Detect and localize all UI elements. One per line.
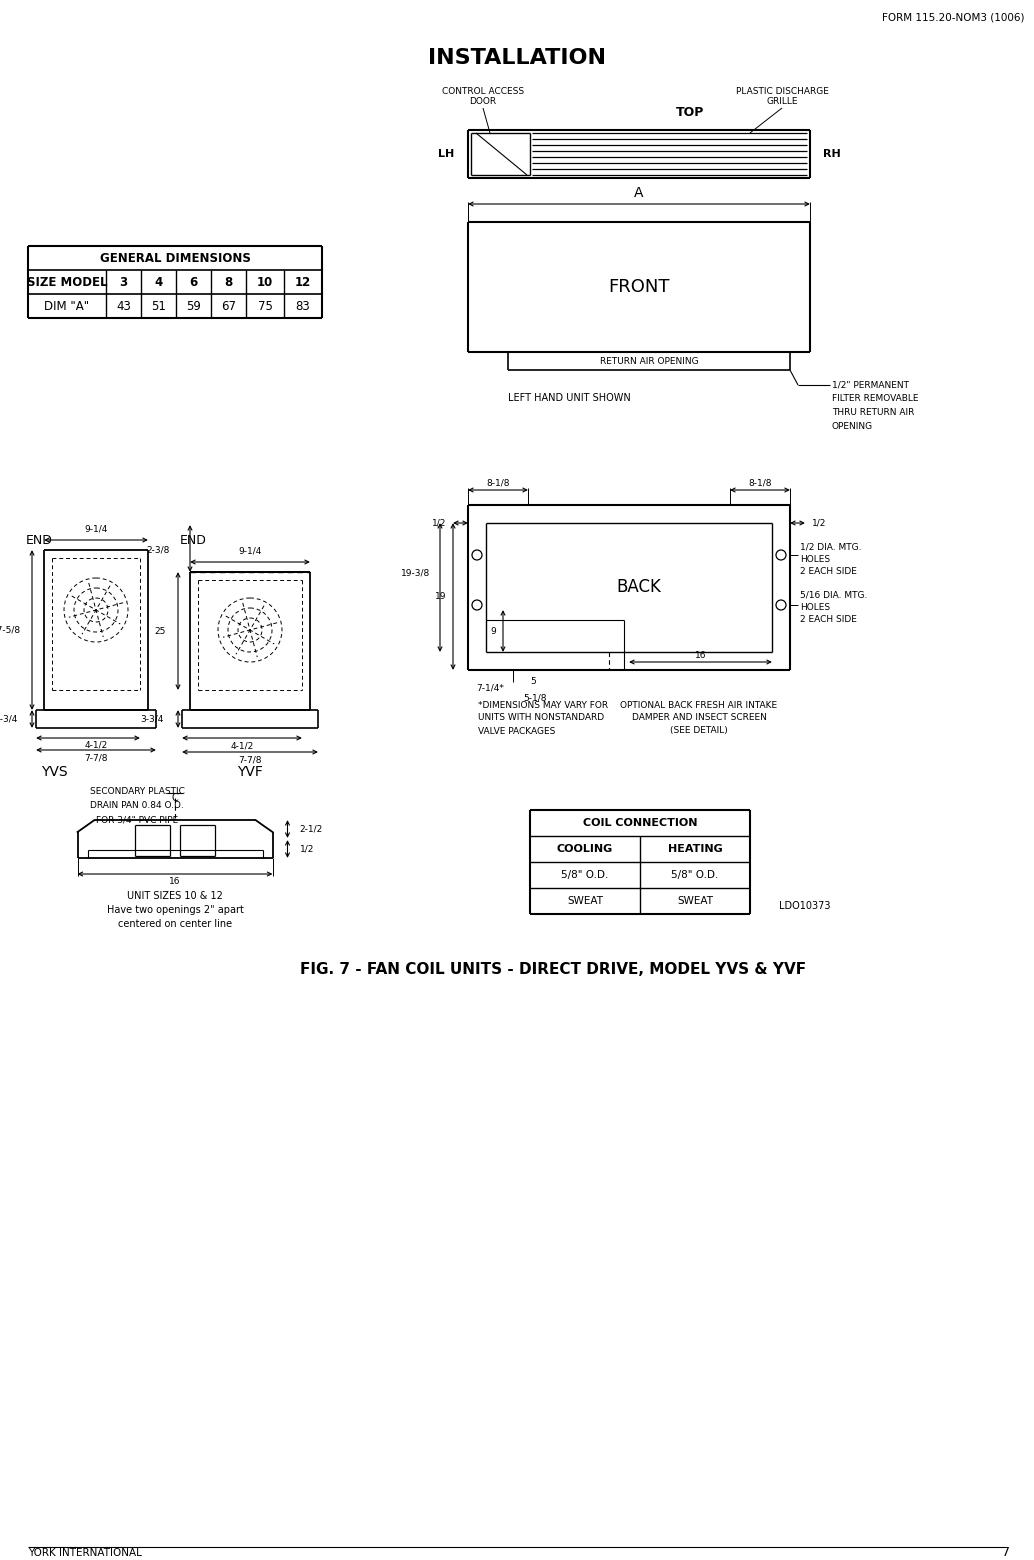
Text: DAMPER AND INSECT SCREEN: DAMPER AND INSECT SCREEN xyxy=(632,713,766,722)
Text: HEATING: HEATING xyxy=(668,844,723,853)
Text: 1/2 DIA. MTG.: 1/2 DIA. MTG. xyxy=(800,543,861,552)
Text: OPTIONAL BACK FRESH AIR INTAKE: OPTIONAL BACK FRESH AIR INTAKE xyxy=(620,700,778,710)
Text: END: END xyxy=(26,534,53,546)
Text: 75: 75 xyxy=(257,300,272,312)
Text: YORK INTERNATIONAL: YORK INTERNATIONAL xyxy=(28,1548,142,1558)
Text: 9-1/4: 9-1/4 xyxy=(85,526,108,534)
Text: 7-1/4*: 7-1/4* xyxy=(476,683,504,693)
Text: 5/8" O.D.: 5/8" O.D. xyxy=(561,870,609,880)
Text: 7: 7 xyxy=(1002,1546,1010,1560)
Text: 2 EACH SIDE: 2 EACH SIDE xyxy=(800,566,857,576)
Text: SWEAT: SWEAT xyxy=(567,895,603,906)
Text: (SEE DETAIL): (SEE DETAIL) xyxy=(670,727,728,735)
Text: UNIT SIZES 10 & 12: UNIT SIZES 10 & 12 xyxy=(127,891,223,902)
Text: FOR 3/4" PVC PIPE: FOR 3/4" PVC PIPE xyxy=(96,816,178,825)
Text: UNITS WITH NONSTANDARD: UNITS WITH NONSTANDARD xyxy=(478,713,604,722)
Text: DIM "A": DIM "A" xyxy=(44,300,90,312)
Text: FIG. 7 - FAN COIL UNITS - DIRECT DRIVE, MODEL YVS & YVF: FIG. 7 - FAN COIL UNITS - DIRECT DRIVE, … xyxy=(300,963,807,978)
Text: Have two openings 2" apart: Have two openings 2" apart xyxy=(107,905,243,916)
Text: 83: 83 xyxy=(296,300,310,312)
Text: 16: 16 xyxy=(170,877,181,886)
Text: 9-1/4: 9-1/4 xyxy=(238,548,262,555)
Text: 10: 10 xyxy=(256,276,273,289)
Text: SIZE MODEL: SIZE MODEL xyxy=(27,276,108,289)
Text: 59: 59 xyxy=(186,300,201,312)
Text: YVS: YVS xyxy=(40,764,67,778)
Text: 51: 51 xyxy=(151,300,165,312)
Text: FRONT: FRONT xyxy=(608,278,670,296)
Text: 7-7/8: 7-7/8 xyxy=(84,753,108,763)
Text: 3-3/4: 3-3/4 xyxy=(0,714,18,724)
Text: 1/2: 1/2 xyxy=(812,518,826,527)
Text: FORM 115.20-NOM3 (1006): FORM 115.20-NOM3 (1006) xyxy=(882,12,1024,22)
Text: OPENING: OPENING xyxy=(832,423,873,431)
Text: LH: LH xyxy=(437,150,454,159)
Text: *DIMENSIONS MAY VARY FOR: *DIMENSIONS MAY VARY FOR xyxy=(478,700,608,710)
Text: BACK: BACK xyxy=(616,579,662,596)
Text: RH: RH xyxy=(823,150,841,159)
Text: 25: 25 xyxy=(155,627,166,635)
Text: 7-7/8: 7-7/8 xyxy=(238,755,262,764)
Text: COOLING: COOLING xyxy=(557,844,613,853)
Text: 4-1/2: 4-1/2 xyxy=(231,741,253,750)
Text: SECONDARY PLASTIC: SECONDARY PLASTIC xyxy=(90,788,184,797)
Text: 16: 16 xyxy=(695,651,706,660)
Text: HOLES: HOLES xyxy=(800,602,830,612)
Text: 1/2" PERMANENT: 1/2" PERMANENT xyxy=(832,381,909,388)
Text: 19-3/8: 19-3/8 xyxy=(401,568,430,577)
Text: 3-3/4: 3-3/4 xyxy=(141,714,164,724)
Text: 4-1/2: 4-1/2 xyxy=(85,741,108,749)
Text: 43: 43 xyxy=(116,300,131,312)
Text: 27-5/8: 27-5/8 xyxy=(0,626,20,635)
Text: 9: 9 xyxy=(490,627,496,635)
Text: 5: 5 xyxy=(530,677,536,686)
Text: 8-1/8: 8-1/8 xyxy=(749,479,771,487)
Text: RETURN AIR OPENING: RETURN AIR OPENING xyxy=(600,357,698,365)
Text: LEFT HAND UNIT SHOWN: LEFT HAND UNIT SHOWN xyxy=(508,393,631,402)
Text: 8: 8 xyxy=(224,276,233,289)
Text: FILTER REMOVABLE: FILTER REMOVABLE xyxy=(832,395,918,402)
Text: 12: 12 xyxy=(295,276,311,289)
Text: centered on center line: centered on center line xyxy=(118,919,232,930)
Text: 19: 19 xyxy=(434,591,446,601)
Text: 3: 3 xyxy=(120,276,127,289)
Text: 1/2: 1/2 xyxy=(431,518,446,527)
Text: A: A xyxy=(634,186,644,200)
Text: 8-1/8: 8-1/8 xyxy=(486,479,510,487)
Text: GRILLE: GRILLE xyxy=(766,97,798,106)
Text: LDO10373: LDO10373 xyxy=(780,902,830,911)
Text: 5/16 DIA. MTG.: 5/16 DIA. MTG. xyxy=(800,591,868,599)
Text: GENERAL DIMENSIONS: GENERAL DIMENSIONS xyxy=(99,251,250,265)
Text: 2 EACH SIDE: 2 EACH SIDE xyxy=(800,615,857,624)
Text: SWEAT: SWEAT xyxy=(677,895,713,906)
Text: THRU RETURN AIR: THRU RETURN AIR xyxy=(832,409,914,417)
Text: 2-3/8: 2-3/8 xyxy=(147,546,170,554)
Text: VALVE PACKAGES: VALVE PACKAGES xyxy=(478,727,555,735)
Text: COIL CONNECTION: COIL CONNECTION xyxy=(583,817,697,828)
Text: 4: 4 xyxy=(154,276,162,289)
Text: INSTALLATION: INSTALLATION xyxy=(428,48,606,69)
Text: TOP: TOP xyxy=(676,106,704,119)
Text: 6: 6 xyxy=(189,276,197,289)
Text: END: END xyxy=(180,534,207,546)
Text: DRAIN PAN 0.84 O.D.: DRAIN PAN 0.84 O.D. xyxy=(90,802,184,811)
Text: HOLES: HOLES xyxy=(800,554,830,563)
Text: YVF: YVF xyxy=(237,764,263,778)
Text: 1/2: 1/2 xyxy=(300,844,314,853)
Text: DOOR: DOOR xyxy=(469,97,496,106)
Text: 5/8" O.D.: 5/8" O.D. xyxy=(671,870,719,880)
Text: 67: 67 xyxy=(221,300,236,312)
Text: 2-1/2: 2-1/2 xyxy=(300,825,323,835)
Text: 5-1/8: 5-1/8 xyxy=(523,694,547,702)
Text: C: C xyxy=(172,792,179,803)
Text: PLASTIC DISCHARGE: PLASTIC DISCHARGE xyxy=(735,87,828,97)
Text: CONTROL ACCESS: CONTROL ACCESS xyxy=(442,87,524,97)
